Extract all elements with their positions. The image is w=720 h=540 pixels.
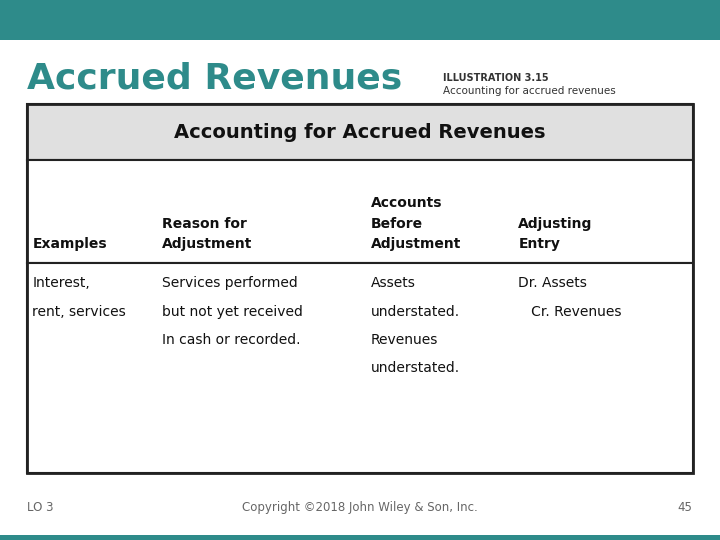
Text: Revenues: Revenues — [371, 333, 438, 347]
Text: Dr. Assets: Dr. Assets — [518, 276, 588, 291]
Text: Accrued Revenues: Accrued Revenues — [27, 62, 402, 95]
Text: understated.: understated. — [371, 305, 460, 319]
Text: rent, services: rent, services — [32, 305, 126, 319]
Text: Examples: Examples — [32, 237, 107, 251]
Text: Reason for: Reason for — [162, 217, 247, 231]
FancyBboxPatch shape — [27, 263, 693, 472]
Text: Entry: Entry — [518, 237, 560, 251]
Text: In cash or recorded.: In cash or recorded. — [162, 333, 300, 347]
Text: Interest,: Interest, — [32, 276, 90, 291]
Text: Services performed: Services performed — [162, 276, 298, 291]
Text: Cr. Revenues: Cr. Revenues — [518, 305, 622, 319]
Text: Adjusting: Adjusting — [518, 217, 593, 231]
Text: ILLUSTRATION 3.15: ILLUSTRATION 3.15 — [443, 73, 549, 83]
Text: Copyright ©2018 John Wiley & Son, Inc.: Copyright ©2018 John Wiley & Son, Inc. — [242, 501, 478, 514]
Text: Adjustment: Adjustment — [162, 237, 253, 251]
Text: but not yet received: but not yet received — [162, 305, 303, 319]
Text: understated.: understated. — [371, 361, 460, 375]
Text: Before: Before — [371, 217, 423, 231]
Text: LO 3: LO 3 — [27, 501, 54, 514]
Text: Adjustment: Adjustment — [371, 237, 462, 251]
Text: Accounting for accrued revenues: Accounting for accrued revenues — [443, 86, 616, 96]
Text: Assets: Assets — [371, 276, 415, 291]
Text: Accounts: Accounts — [371, 196, 442, 210]
Text: Accounting for Accrued Revenues: Accounting for Accrued Revenues — [174, 123, 546, 141]
FancyBboxPatch shape — [27, 104, 693, 160]
FancyBboxPatch shape — [27, 160, 693, 263]
Text: 45: 45 — [678, 501, 693, 514]
